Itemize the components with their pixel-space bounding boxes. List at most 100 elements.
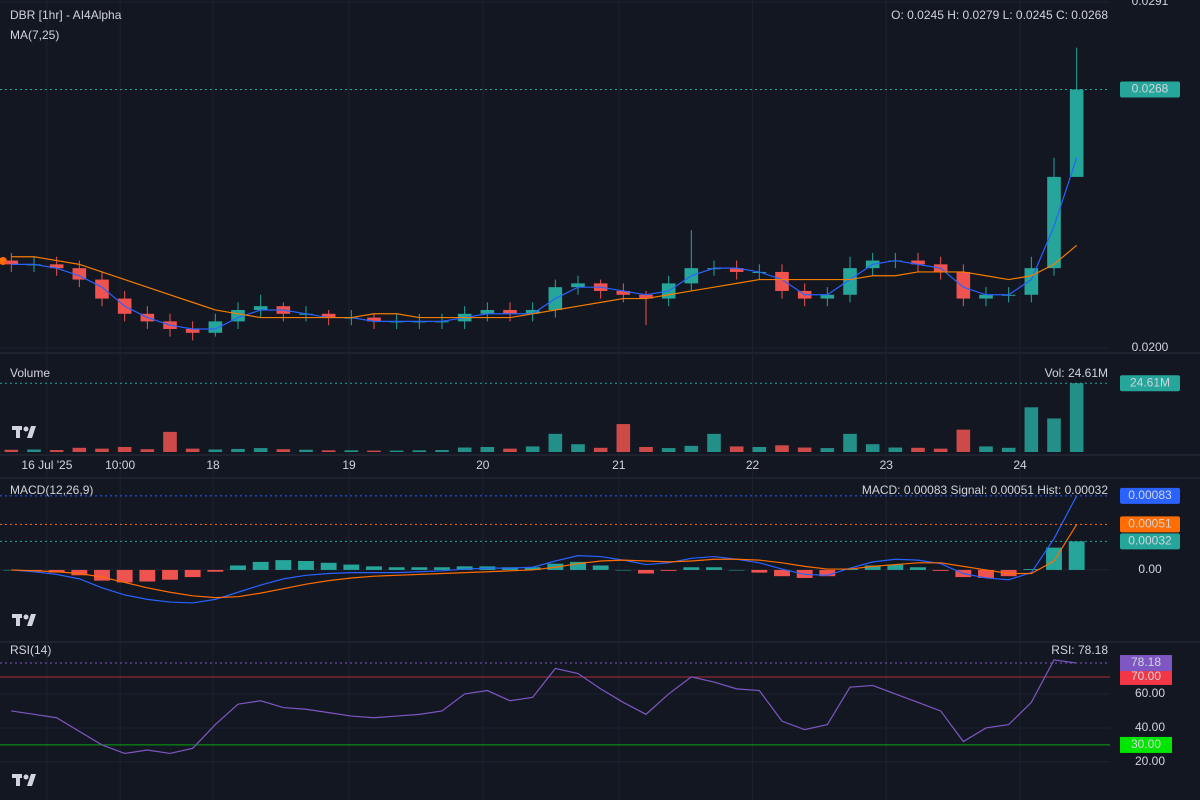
x-tick-label: 10:00 [105,458,135,472]
logo-part [23,774,29,780]
histogram-bar [887,564,904,570]
volume-bar [72,447,87,452]
candle-body [571,283,585,288]
ma-line [11,157,1078,330]
logo-part [27,614,36,626]
logo-part [23,614,29,620]
value-tag-label: 0.0268 [1132,82,1169,96]
histogram-bar [434,567,450,570]
y-tick-label: 60.00 [1135,686,1165,700]
histogram-bar [343,564,360,570]
volume-bar [1001,447,1016,452]
volume-bar [457,447,472,452]
pane-status: Vol: 24.61M [1045,366,1108,380]
volume-bar [911,447,925,452]
value-tag [1120,487,1180,504]
value-tag-label: 0.00083 [1128,488,1172,502]
volume-bar [888,447,903,452]
candle-body [911,260,925,265]
logo-part [16,426,20,438]
volume-bar [231,448,245,452]
volume-bar [163,431,177,452]
macd-line [11,495,1078,604]
volume-bar [435,450,449,452]
candle-body [208,321,223,333]
candle-body [1047,176,1061,269]
histogram-bar [298,561,314,570]
histogram-bar [94,569,110,581]
volume-bar [321,450,336,452]
histogram-bar [932,569,949,571]
volume-bar [49,450,64,452]
histogram-bar [864,565,881,570]
logo-part [16,774,20,786]
histogram-bar [456,566,473,570]
volume-bar [797,447,812,452]
volume-bar [117,446,132,452]
volume-bar [775,445,789,452]
logo-part [16,614,20,626]
x-tick-label: 24 [1013,458,1027,472]
candle-body [775,271,789,291]
logo [12,614,36,626]
histogram-bar [751,569,768,573]
level-tag [1120,668,1172,685]
histogram-bar [207,569,224,572]
histogram-bar [275,560,292,570]
candle-body [503,309,517,314]
value-tag-label: 0.00032 [1128,534,1172,548]
histogram-bar [230,565,246,570]
pane-status: MACD: 0.00083 Signal: 0.00051 Hist: 0.00… [862,483,1108,497]
volume-bar [548,433,563,452]
volume-bar [639,446,653,452]
histogram-bar [366,566,382,570]
volume-bar [367,450,381,452]
pane-title: Volume [10,366,50,380]
value-tag [1120,533,1180,550]
histogram-bar [910,567,926,570]
indicator-label: MA(7,25) [10,28,59,42]
histogram-bar [819,569,836,577]
volume-bar [865,444,880,452]
volume-bar [1024,407,1039,452]
candle-body [72,268,87,280]
candle-body [95,279,109,299]
volume-bar [956,429,971,452]
volume-bar [752,446,767,452]
x-tick-label: 23 [880,458,894,472]
histogram-bar [570,561,586,570]
value-tag-label: 0.00051 [1128,517,1172,531]
candle-body [820,294,835,299]
logo-part [27,426,36,438]
x-tick-label: 20 [476,458,490,472]
volume-bar [389,450,404,452]
candle-body [639,294,653,299]
volume-bar [208,449,223,452]
y-tick-label: 40.00 [1135,720,1165,734]
rsi-line [11,659,1077,755]
level-tag [1120,736,1172,753]
candle-body [231,309,245,322]
histogram-bar [116,569,133,583]
volume-bar [4,449,19,452]
volume-bar [1069,383,1084,452]
value-tag [1120,375,1180,392]
volume-bar [616,424,631,452]
volume-bar [525,446,540,452]
histogram-bar [1046,547,1062,570]
logo-part [23,426,29,432]
pane-title: MACD(12,26,9) [10,483,93,497]
candle-body [49,264,64,269]
histogram-bar [978,569,994,578]
x-tick-label: 21 [612,458,626,472]
pane-title: RSI(14) [10,643,51,657]
volume-bar [480,446,495,452]
value-tag [1120,516,1180,533]
y-tick-label: 20.00 [1135,754,1165,768]
volume-bar [276,449,291,452]
volume-bar [253,448,268,452]
value-tag-label: 24.61M [1130,375,1170,389]
candle-body [253,306,268,310]
x-tick-label: 16 Jul '25 [21,458,72,472]
